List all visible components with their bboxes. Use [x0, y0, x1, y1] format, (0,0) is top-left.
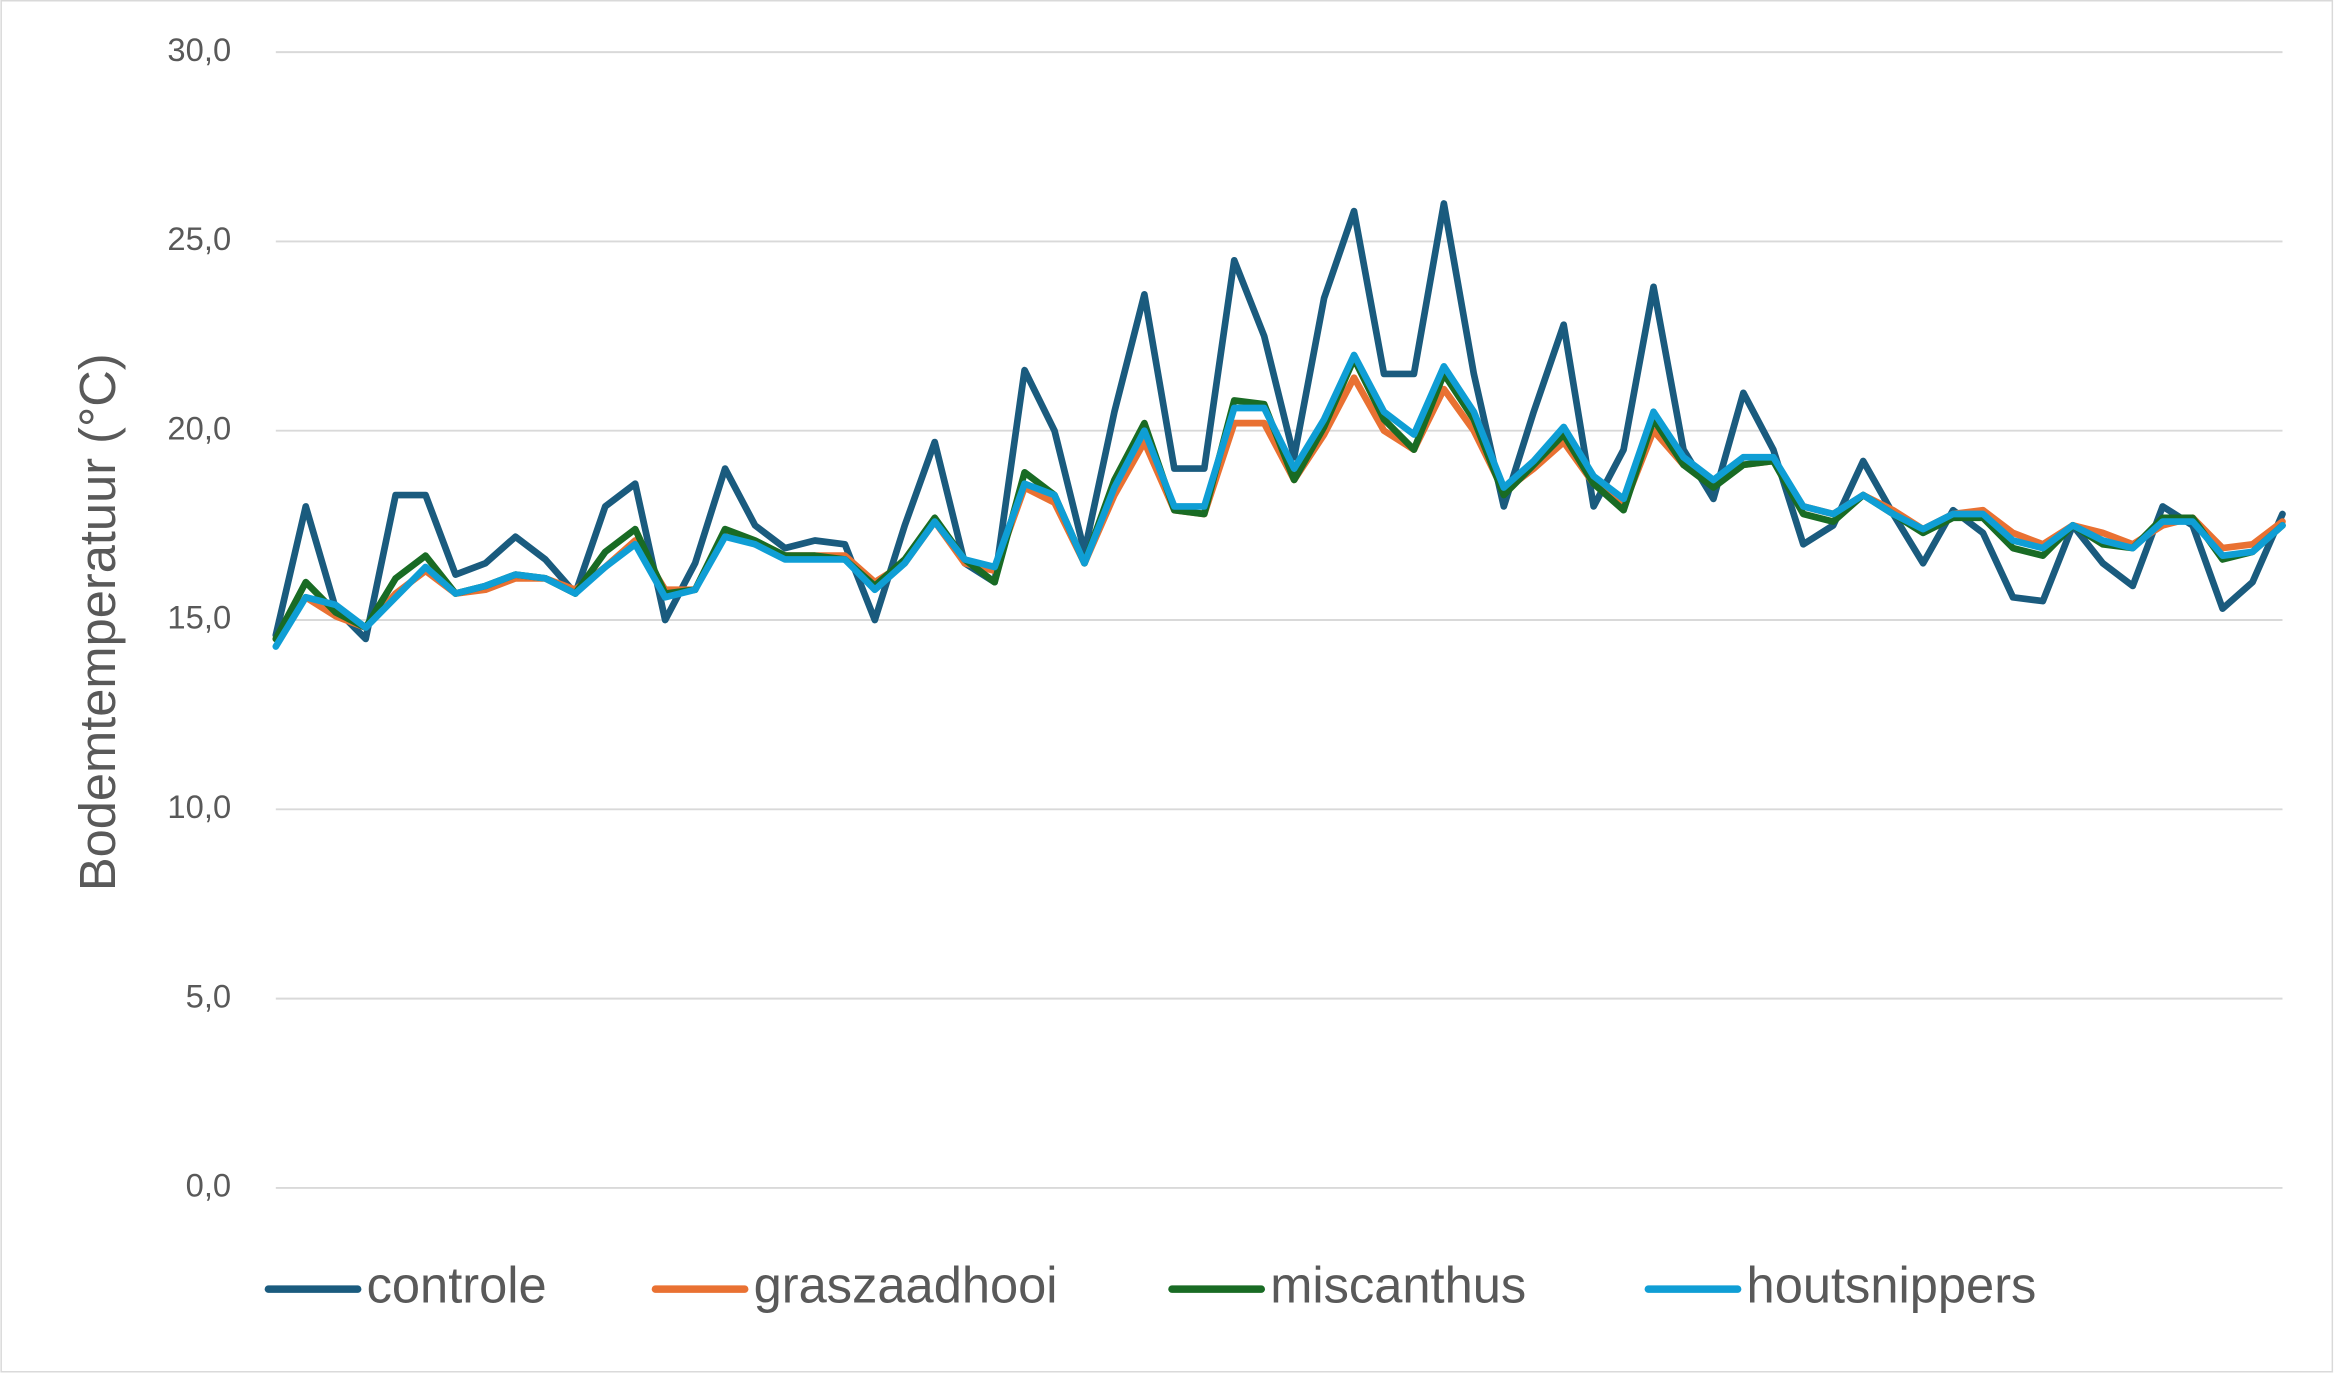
y-tick-label: 20,0: [167, 409, 231, 446]
legend-label: controle: [367, 1257, 547, 1314]
legend-label: houtsnippers: [1747, 1257, 2037, 1314]
y-tick-label: 25,0: [167, 220, 231, 257]
y-tick-label: 30,0: [167, 31, 231, 68]
y-tick-label: 15,0: [167, 599, 231, 636]
series-line: [272, 351, 2286, 650]
y-axis-label: Bodemtemperatuur (°C): [69, 353, 126, 891]
legend-label: graszaadhooi: [754, 1257, 1058, 1314]
y-tick-label: 10,0: [167, 788, 231, 825]
legend-label: miscanthus: [1270, 1257, 1526, 1314]
y-tick-label: 5,0: [186, 977, 232, 1014]
y-tick-label: 0,0: [186, 1167, 232, 1204]
